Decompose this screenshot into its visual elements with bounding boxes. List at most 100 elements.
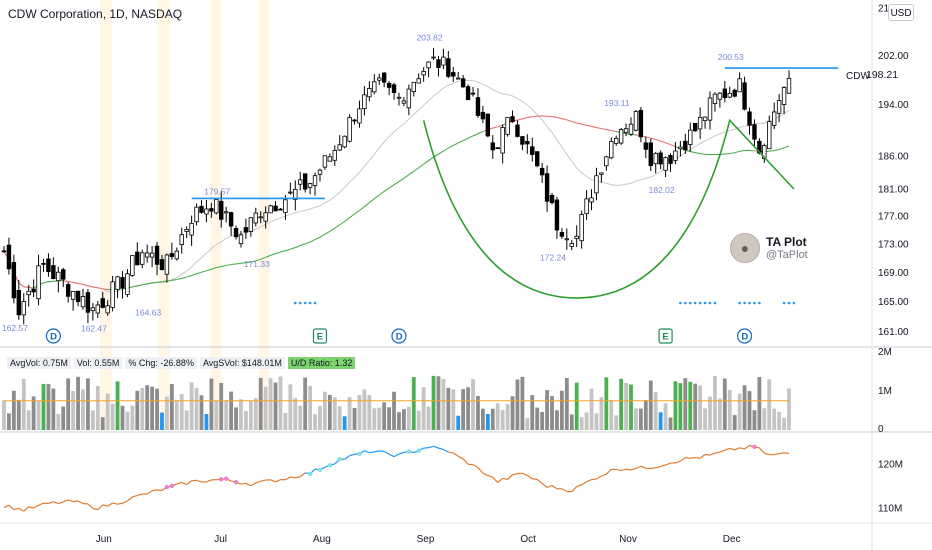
candle-body xyxy=(154,245,160,265)
candle-body xyxy=(105,305,110,314)
ma-50-segment xyxy=(147,282,153,285)
rs-line-segment xyxy=(132,494,138,498)
rs-line-segment xyxy=(28,506,34,509)
candle-body xyxy=(535,151,540,167)
rs-line-segment xyxy=(443,448,449,453)
candle-body xyxy=(248,217,254,232)
volume-bar xyxy=(95,385,100,430)
volume-bar xyxy=(446,387,451,430)
volume-bar xyxy=(298,405,303,430)
candle-body xyxy=(120,277,125,289)
volume-bar xyxy=(258,377,263,430)
candle-body xyxy=(776,100,782,114)
candle-body xyxy=(618,129,624,144)
ma-50-segment xyxy=(586,124,592,127)
rs-line-segment xyxy=(620,468,627,472)
volume-bar xyxy=(318,405,322,430)
price-tick-label: 169.00 xyxy=(878,268,909,279)
author-name: TA Plot xyxy=(766,235,807,249)
volume-bar xyxy=(21,378,26,430)
price-tick-label: 186.00 xyxy=(878,151,909,162)
ma-50-segment xyxy=(527,116,533,119)
rs-line-segment xyxy=(477,467,484,474)
price-annotation: 179.57 xyxy=(204,187,230,197)
candle-body xyxy=(460,78,466,88)
ma-50-segment xyxy=(601,128,607,131)
volume-bar xyxy=(402,409,406,430)
volume-bar xyxy=(624,382,628,430)
ma-50-segment xyxy=(408,170,415,176)
rs-line-segment xyxy=(541,482,548,488)
ma-50-segment xyxy=(334,224,341,229)
ma-50-segment xyxy=(181,276,187,279)
candle-body xyxy=(722,88,728,99)
volume-bar xyxy=(327,394,332,430)
rs-line-segment xyxy=(457,455,464,460)
ma-50-segment xyxy=(388,184,395,189)
rs-line-segment xyxy=(428,445,434,449)
signal-dot xyxy=(743,301,746,305)
candle-body xyxy=(692,122,698,132)
rs-line-segment xyxy=(448,451,454,454)
rs-line-segment xyxy=(299,472,306,478)
price-annotation: 203.82 xyxy=(417,32,443,42)
candle-body xyxy=(16,289,22,316)
ma-50-segment xyxy=(132,285,138,288)
volume-tick-label: 2M xyxy=(878,347,892,358)
candle-body xyxy=(100,298,105,308)
volume-bar xyxy=(135,390,140,430)
volume-bar xyxy=(451,389,456,430)
volume-bar xyxy=(357,394,362,430)
ma-50-segment xyxy=(235,262,242,265)
ma-50-segment xyxy=(23,286,29,288)
rs-line-segment xyxy=(630,467,637,471)
ma-50-segment xyxy=(734,150,740,154)
rs-line-segment xyxy=(462,458,469,465)
volume-bar xyxy=(747,391,752,430)
candle-body xyxy=(189,222,194,236)
rs-line-segment xyxy=(472,464,479,469)
currency-button[interactable]: USD xyxy=(888,4,914,21)
candle-body xyxy=(683,140,688,151)
author-badge[interactable]: ● TA Plot @TaPlot xyxy=(730,233,808,263)
candle-body xyxy=(381,72,387,83)
candle-body xyxy=(421,71,426,76)
volume-bar xyxy=(638,408,643,430)
rs-line-segment xyxy=(719,449,726,453)
volume-bar xyxy=(120,405,125,430)
rs-line-segment xyxy=(734,447,740,451)
candle-body xyxy=(65,284,71,297)
ma-50-segment xyxy=(670,144,676,147)
rs-line-segment xyxy=(369,451,375,454)
candle-body xyxy=(223,211,229,214)
rs-line-segment xyxy=(58,501,64,505)
volume-bar xyxy=(619,378,624,430)
highlight-band xyxy=(158,0,170,430)
ma-50-segment xyxy=(270,253,276,256)
ma-50-segment xyxy=(339,221,345,226)
volume-bar xyxy=(150,386,155,430)
volume-bar xyxy=(7,413,11,430)
rs-line-segment xyxy=(783,452,790,454)
volume-bar xyxy=(347,397,352,430)
ma-50-segment xyxy=(142,283,148,286)
ma-50-segment xyxy=(260,256,266,260)
candle-body xyxy=(36,265,41,300)
volume-bar xyxy=(505,404,510,430)
ma-50-segment xyxy=(423,160,429,165)
candle-body xyxy=(110,281,115,308)
volume-bar xyxy=(658,412,663,430)
volume-bar xyxy=(643,400,648,430)
rs-line-segment xyxy=(551,484,558,490)
ma-50-segment xyxy=(364,202,370,208)
candle-body xyxy=(357,108,362,124)
volume-bar xyxy=(767,379,772,430)
volume-bar xyxy=(115,381,120,430)
candle-body xyxy=(688,129,693,145)
rs-line-segment xyxy=(349,453,355,457)
rs-line-segment xyxy=(546,484,553,489)
chart-title: CDW Corporation, 1D, NASDAQ xyxy=(8,7,183,21)
rs-new-high-dot xyxy=(337,456,342,462)
candle-body xyxy=(144,252,150,258)
volume-bar xyxy=(125,411,130,430)
